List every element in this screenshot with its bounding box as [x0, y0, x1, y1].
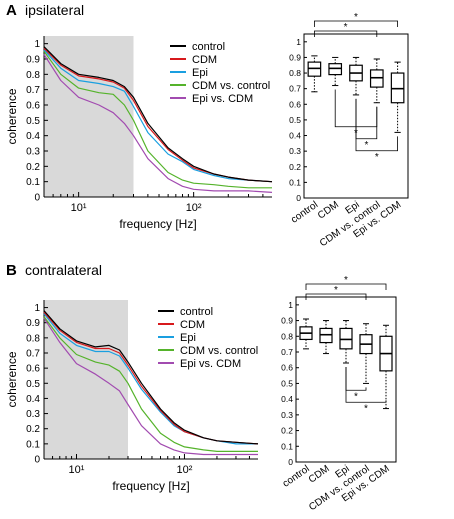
y-tick-label: 0.2 — [26, 162, 40, 173]
y-tick-label: 0.8 — [26, 333, 40, 344]
x-tick-label: 10¹ — [69, 464, 85, 476]
series-line-control — [43, 46, 273, 183]
series-line-cdm-vs-control — [43, 50, 272, 189]
y-tick-label: 0 — [296, 193, 301, 203]
legend-label: CDM vs. control — [180, 345, 258, 357]
boxplot-frame — [295, 296, 397, 463]
shaded-frequency-band — [44, 300, 129, 459]
significance-bracket — [355, 98, 378, 140]
y-tick-label: 0.9 — [281, 316, 293, 326]
x-tick-label: 10² — [186, 202, 202, 214]
significance-bracket — [305, 293, 367, 300]
legend-label: Epi — [192, 67, 208, 79]
significance-star: * — [354, 12, 358, 23]
series-line-control — [43, 310, 259, 445]
y-tick-label: 0.5 — [26, 116, 40, 127]
significance-bracket — [345, 367, 387, 403]
series-line-cdm-vs-control — [43, 316, 258, 452]
legend-label: Epi vs. CDM — [180, 358, 241, 370]
y-tick-label: 0.1 — [26, 439, 40, 450]
series-line-epi — [43, 49, 273, 183]
legend-label: Epi vs. CDM — [192, 93, 253, 105]
y-tick-label: 0.1 — [289, 177, 301, 187]
legend-label: Epi — [180, 332, 196, 344]
y-tick-label: 0.4 — [281, 394, 293, 404]
significance-star: * — [375, 152, 379, 163]
y-tick-label: 0.7 — [26, 349, 40, 360]
y-tick-label: 0.9 — [26, 318, 40, 329]
significance-bracket — [305, 283, 387, 290]
panel-b-title: contralateral — [25, 262, 102, 278]
y-tick-label: 0.2 — [26, 424, 40, 435]
y-tick-label: 0.5 — [289, 115, 301, 125]
y-tick-label: 1 — [288, 300, 293, 310]
significance-star: * — [344, 22, 348, 33]
significance-star: * — [344, 275, 348, 286]
significance-bracket — [314, 30, 378, 37]
y-tick-label: 0.6 — [26, 364, 40, 375]
y-tick-label: 0.9 — [26, 55, 40, 66]
legend-label: control — [192, 41, 225, 53]
x-axis-label: frequency [Hz] — [112, 479, 189, 493]
y-tick-label: 0.3 — [26, 409, 40, 420]
significance-star: * — [364, 140, 368, 151]
panel-a-title: ipsilateral — [25, 2, 84, 18]
y-tick-label: 0.3 — [289, 146, 301, 156]
legend-label: CDM vs. control — [192, 80, 270, 92]
significance-star: * — [334, 285, 338, 296]
y-tick-label: 0.6 — [26, 101, 40, 112]
y-tick-label: 0.4 — [26, 394, 40, 405]
panel-a-letter: A — [6, 2, 17, 19]
line-chart-ipsilateral: 0 0.1 0.2 0.3 0.4 0.5 0.6 0.7 0.8 0.9 1 10¹ 10² frequ… — [5, 36, 273, 231]
y-axis-label: coherence — [5, 88, 19, 144]
category-label: CDM — [307, 463, 332, 485]
y-tick-label: 0.3 — [26, 147, 40, 158]
panel-b-letter: B — [6, 262, 17, 279]
y-tick-label: 0.2 — [281, 426, 293, 436]
y-tick-label: 0.1 — [26, 177, 40, 188]
y-tick-label: 0.4 — [26, 131, 40, 142]
x-axis-label: frequency [Hz] — [119, 217, 196, 231]
boxplot-frame — [303, 33, 409, 199]
y-tick-label: 0 — [34, 193, 40, 204]
y-tick-label: 0.1 — [281, 441, 293, 451]
significance-star: * — [354, 391, 358, 402]
significance-bracket — [314, 20, 398, 27]
y-tick-label: 0.7 — [26, 85, 40, 96]
significance-bracket — [345, 367, 367, 391]
y-tick-label: 1 — [34, 39, 40, 50]
y-tick-label: 0.2 — [289, 162, 301, 172]
y-tick-label: 0.5 — [281, 378, 293, 388]
y-tick-label: 0.6 — [281, 363, 293, 373]
series-line-epi-vs-cdm — [43, 317, 258, 456]
x-tick-label: 10¹ — [71, 202, 87, 214]
y-tick-label: 0.4 — [289, 131, 301, 141]
y-tick-label: 0.7 — [289, 84, 301, 94]
y-tick-label: 1 — [296, 37, 301, 47]
y-tick-label: 0.7 — [281, 347, 293, 357]
significance-bracket — [355, 98, 398, 152]
y-tick-label: 0.8 — [289, 68, 301, 78]
legend-label: control — [180, 306, 213, 318]
y-tick-label: 0.8 — [281, 331, 293, 341]
y-tick-label: 0.6 — [289, 99, 301, 109]
y-axis-label: coherence — [5, 351, 19, 407]
y-tick-label: 0.3 — [281, 410, 293, 420]
y-tick-label: 0 — [34, 455, 40, 466]
series-line-epi-vs-cdm — [43, 54, 273, 193]
significance-star: * — [364, 403, 368, 414]
y-tick-label: 1 — [34, 303, 40, 314]
line-chart-contralateral: 0 0.1 0.2 0.3 0.4 0.5 0.6 0.7 0.8 0.9 1 10¹ 10² frequ… — [5, 300, 258, 493]
y-tick-label: 0.8 — [26, 70, 40, 81]
legend-label: CDM — [180, 319, 205, 331]
y-tick-label: 0.9 — [289, 52, 301, 62]
legend-label: CDM — [192, 54, 217, 66]
y-tick-label: 0.5 — [26, 379, 40, 390]
x-tick-label: 10² — [177, 464, 193, 476]
y-tick-label: 0 — [288, 457, 293, 467]
category-label: CDM — [316, 199, 341, 221]
